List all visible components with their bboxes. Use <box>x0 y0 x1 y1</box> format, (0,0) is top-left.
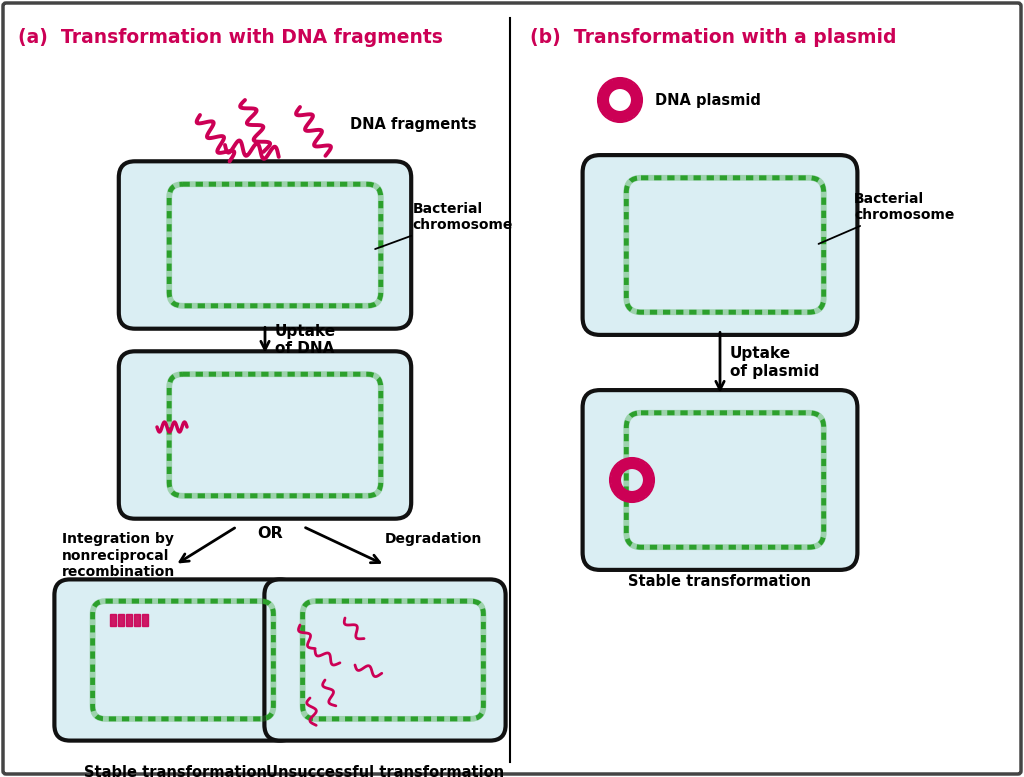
Text: Bacterial
chromosome: Bacterial chromosome <box>818 192 954 244</box>
Bar <box>134 614 140 626</box>
Circle shape <box>644 476 653 485</box>
Circle shape <box>612 112 622 121</box>
Circle shape <box>625 458 634 468</box>
Circle shape <box>612 78 622 88</box>
Bar <box>126 614 132 626</box>
FancyBboxPatch shape <box>54 580 296 740</box>
Circle shape <box>641 465 649 473</box>
Circle shape <box>624 110 633 119</box>
Text: Degradation: Degradation <box>385 532 482 546</box>
Text: DNA plasmid: DNA plasmid <box>655 92 761 107</box>
Bar <box>142 614 148 626</box>
Circle shape <box>641 486 649 496</box>
Text: DNA fragments: DNA fragments <box>350 117 476 133</box>
Bar <box>110 614 116 626</box>
Circle shape <box>632 89 640 99</box>
Circle shape <box>633 96 641 104</box>
Text: Stable transformation: Stable transformation <box>629 574 811 590</box>
Text: Stable transformation: Stable transformation <box>84 765 266 777</box>
Circle shape <box>618 78 628 88</box>
Circle shape <box>599 89 608 99</box>
Circle shape <box>607 81 616 90</box>
Circle shape <box>631 458 639 468</box>
Circle shape <box>618 461 628 470</box>
Circle shape <box>643 481 652 490</box>
Text: OR: OR <box>257 527 283 542</box>
Circle shape <box>614 465 624 473</box>
Text: Uptake
of plasmid: Uptake of plasmid <box>730 347 819 378</box>
Circle shape <box>610 476 620 485</box>
FancyBboxPatch shape <box>3 3 1021 774</box>
Circle shape <box>611 481 621 490</box>
Circle shape <box>636 461 645 470</box>
Circle shape <box>598 96 607 104</box>
Circle shape <box>602 85 611 93</box>
Text: Unsuccessful transformation: Unsuccessful transformation <box>266 765 504 777</box>
FancyBboxPatch shape <box>264 580 506 740</box>
Circle shape <box>631 493 639 501</box>
Circle shape <box>614 486 624 496</box>
Circle shape <box>618 490 628 499</box>
FancyBboxPatch shape <box>583 390 857 570</box>
Text: (b)  Transformation with a plasmid: (b) Transformation with a plasmid <box>530 28 896 47</box>
FancyBboxPatch shape <box>119 162 412 329</box>
Circle shape <box>602 106 611 116</box>
Circle shape <box>629 85 638 93</box>
Circle shape <box>629 106 638 116</box>
Circle shape <box>618 112 628 121</box>
FancyBboxPatch shape <box>119 351 412 519</box>
Circle shape <box>632 101 640 110</box>
Circle shape <box>611 469 621 479</box>
FancyBboxPatch shape <box>583 155 857 335</box>
Circle shape <box>599 101 608 110</box>
Text: (a)  Transformation with DNA fragments: (a) Transformation with DNA fragments <box>18 28 442 47</box>
Text: Uptake
of DNA: Uptake of DNA <box>275 324 336 356</box>
Circle shape <box>643 469 652 479</box>
Circle shape <box>625 493 634 501</box>
Circle shape <box>607 110 616 119</box>
Text: Integration by
nonreciprocal
recombination: Integration by nonreciprocal recombinati… <box>61 532 175 579</box>
Circle shape <box>624 81 633 90</box>
Bar <box>118 614 124 626</box>
Text: Bacterial
chromosome: Bacterial chromosome <box>375 202 513 249</box>
Circle shape <box>636 490 645 499</box>
